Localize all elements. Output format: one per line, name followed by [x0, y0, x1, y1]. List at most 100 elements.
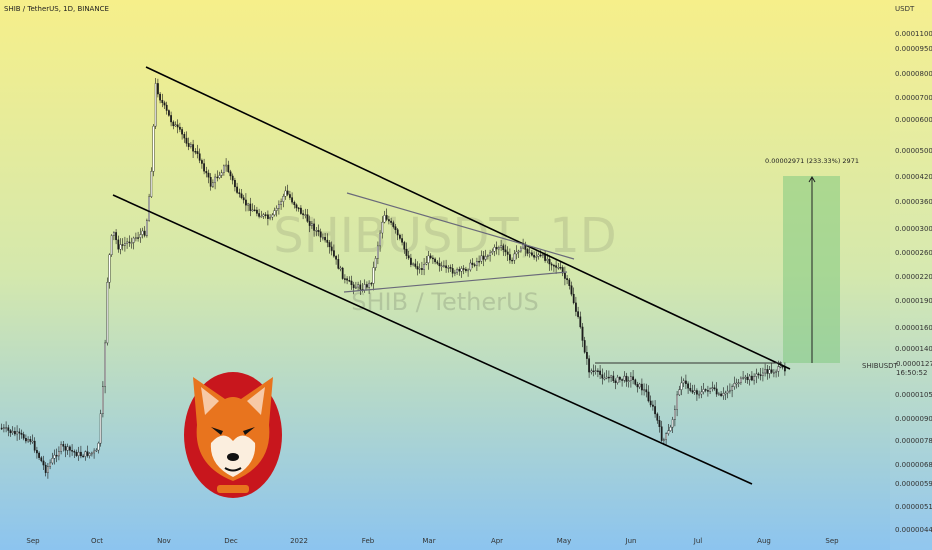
candle-body: [511, 259, 513, 262]
candle-body: [108, 254, 111, 283]
candle-body: [106, 282, 109, 344]
candle-body: [526, 249, 529, 254]
candle-body: [421, 268, 423, 270]
candle-body: [489, 252, 491, 256]
candle-body: [150, 171, 153, 198]
candle-body: [192, 144, 194, 152]
candle-body: [271, 214, 274, 218]
candle-body: [176, 124, 179, 128]
candle-body: [619, 376, 621, 380]
candle-body: [3, 427, 5, 429]
candle-body: [31, 440, 34, 443]
candle-body: [341, 267, 344, 279]
price-axis-panel[interactable]: [890, 0, 932, 550]
time-tick-label: Sep: [825, 537, 839, 545]
candle-body: [372, 267, 375, 284]
candle-body: [275, 208, 278, 211]
candle-body: [348, 280, 351, 282]
candle-body: [269, 217, 271, 219]
candle-body: [564, 272, 566, 279]
candle-body: [214, 176, 216, 183]
candle-body: [13, 431, 16, 435]
candle-body: [733, 383, 736, 387]
candle-body: [515, 251, 518, 255]
candle-body: [366, 284, 368, 288]
candle-body: [407, 255, 410, 259]
last-price-value: 0.00001276: [896, 360, 932, 368]
candle-body: [79, 451, 82, 457]
triangle-lower-line[interactable]: [343, 271, 568, 293]
candle-body: [240, 193, 243, 198]
candle-body: [225, 164, 227, 167]
channel-lower-line[interactable]: [112, 194, 753, 485]
candle-body: [88, 453, 91, 456]
candle-body: [251, 209, 254, 212]
candle-body: [211, 182, 214, 187]
candle-body: [84, 451, 87, 457]
candle-body: [676, 394, 679, 410]
candle-body: [339, 267, 342, 270]
candle-body: [236, 186, 238, 193]
candle-body: [350, 280, 353, 285]
symbol-info-title[interactable]: SHIB / TetherUS, 1D, BINANCE: [4, 5, 109, 13]
candle-body: [451, 268, 454, 274]
candle-body: [311, 223, 313, 226]
candle-body: [471, 262, 474, 265]
candle-body: [55, 454, 58, 457]
candle-body: [649, 400, 652, 406]
candle-body: [44, 464, 47, 473]
time-axis[interactable]: Sep Oct Nov Dec 2022 Feb Mar Apr May Jun Jul Aug Sep: [26, 537, 839, 545]
candle-body: [242, 197, 245, 201]
candle-body: [414, 263, 417, 267]
candle-body: [559, 266, 562, 269]
candle-body: [170, 115, 172, 123]
candle-body: [205, 171, 208, 174]
candle-body: [751, 375, 753, 381]
watermark-pair: SHIB / TetherUS: [351, 288, 539, 316]
candle-body: [64, 446, 67, 451]
candle-body: [500, 245, 502, 248]
candle-body: [244, 199, 247, 206]
candle-body: [203, 163, 205, 172]
candle-body: [233, 179, 236, 188]
candle-body: [280, 201, 282, 205]
candle-body: [443, 265, 445, 267]
triangle-upper-line[interactable]: [346, 192, 575, 260]
candle-body: [423, 264, 425, 270]
candle-body: [599, 370, 602, 375]
candle-body: [40, 457, 43, 462]
candle-body: [82, 455, 85, 458]
candle-body: [368, 282, 370, 288]
candle-body: [436, 261, 439, 264]
candle-body: [207, 172, 210, 178]
candle-body: [18, 431, 21, 434]
measure-arrow-head: [808, 176, 816, 183]
candle-body: [71, 450, 74, 452]
candle-body: [456, 269, 458, 274]
candle-body: [308, 221, 311, 226]
candle-body: [687, 383, 690, 389]
candle-body: [742, 377, 745, 379]
candle-body: [770, 369, 773, 373]
candle-body: [260, 215, 263, 218]
candle-body: [132, 237, 135, 243]
candle-body: [293, 202, 296, 206]
time-tick-label: Nov: [157, 537, 171, 545]
candle-body: [467, 269, 469, 272]
time-tick-label: Aug: [757, 537, 771, 545]
candle-body: [764, 369, 767, 374]
candle-body: [473, 264, 476, 266]
candle-body: [405, 249, 408, 256]
candle-body: [344, 278, 346, 280]
channel-upper-line[interactable]: [145, 66, 791, 370]
candle-body: [383, 215, 386, 223]
candle-body: [161, 99, 164, 103]
